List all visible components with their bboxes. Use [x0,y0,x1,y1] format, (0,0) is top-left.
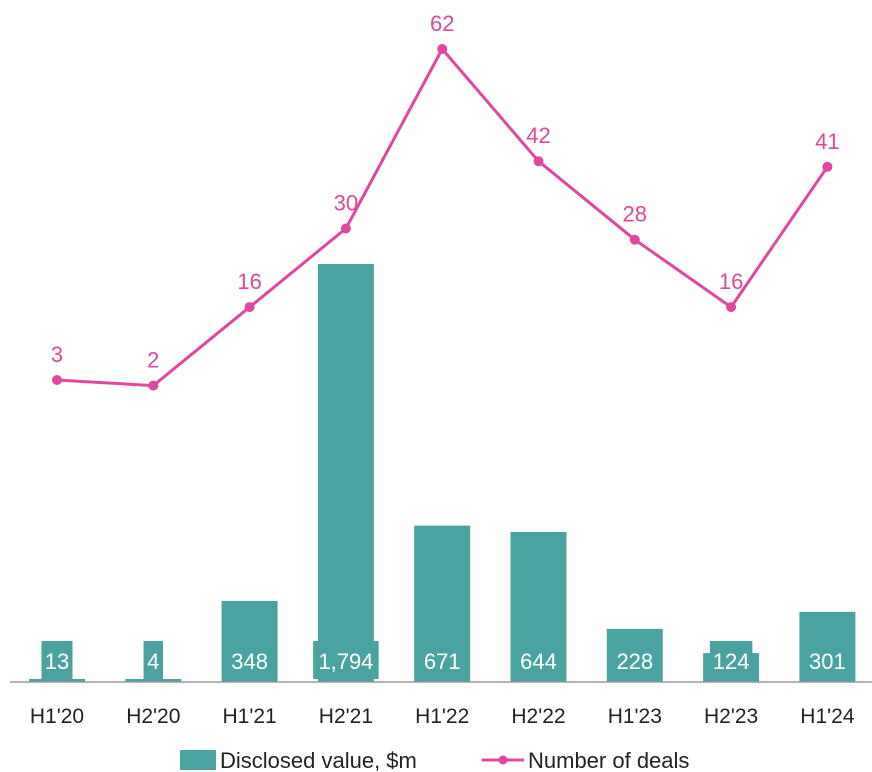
deals-value-label: 28 [623,202,647,227]
deals-line [56,47,829,388]
bar-1 [125,679,182,682]
legend-marker-number-of-deals [498,755,508,765]
bar-value-label: 644 [520,649,557,674]
x-tick-label: H1'20 [30,705,84,728]
deals-value-label: 30 [334,191,358,216]
deals-value-label: 16 [237,269,261,294]
bar-label-bg-4 [420,641,464,679]
deals-point-2 [244,302,255,313]
deals-value-label: 42 [526,123,550,148]
bar-3 [317,264,374,682]
deals-value-label: 3 [51,342,63,367]
deals-point-5 [533,156,544,167]
bar-label-bg-7 [709,641,753,679]
line-layer: 3 2 16 30 62 42 28 16 41 [51,11,840,391]
deals-value-label: 2 [147,348,159,373]
bar-value-label: 124 [713,649,750,674]
bar-label-bg-1 [143,641,164,679]
bar-value-label: 671 [424,649,461,674]
deals-value-label: 62 [430,11,454,36]
bar-label-bg-3 [313,641,379,679]
bar-value-label: 301 [809,649,846,674]
bar-0 [29,678,85,682]
bar-value-label: 228 [616,649,653,674]
deals-point-8 [822,161,833,172]
x-tick-label: H2'22 [511,705,565,728]
bar-label-bg-8 [806,641,849,679]
x-tick-label: H1'22 [415,705,469,728]
bar-labels-layer: 13 4 348 1,794 671 644 228 124 301 [41,641,849,679]
bar-label-bg-6 [613,641,657,679]
deals-point-3 [340,223,351,234]
bar-value-label: 1,794 [318,649,373,674]
bar-label-bg-0 [41,641,73,679]
bar-value-label: 348 [231,649,268,674]
deals-point-6 [629,234,640,245]
deals-value-label: 41 [815,129,839,154]
legend-label-disclosed-value: Disclosed value, $m [220,748,417,772]
deals-point-1 [148,380,159,391]
legend: Disclosed value, $m Number of deals [180,748,689,772]
x-tick-label: H1'21 [222,705,276,728]
deals-value-label: 16 [719,269,743,294]
deals-point-7 [726,302,737,313]
deals-point-0 [52,375,62,385]
legend-swatch-disclosed-value [180,750,216,770]
legend-label-number-of-deals: Number of deals [528,748,689,772]
bar-value-label: 4 [147,649,159,674]
bar-label-bg-2 [228,641,271,679]
x-tick-label: H1'24 [800,705,855,728]
bar-value-label: 13 [45,649,69,674]
bars-layer [29,264,856,682]
x-tick-label: H2'20 [126,705,180,728]
x-tick-labels: H1'20 H2'20 H1'21 H2'21 H1'22 H2'22 H1'23 H2'23… [30,705,855,728]
deals-point-4 [437,44,448,54]
bar-label-bg-5 [517,641,560,679]
x-tick-label: H2'21 [319,705,373,728]
x-tick-label: H1'23 [608,705,662,728]
x-tick-label: H2'23 [704,705,758,728]
